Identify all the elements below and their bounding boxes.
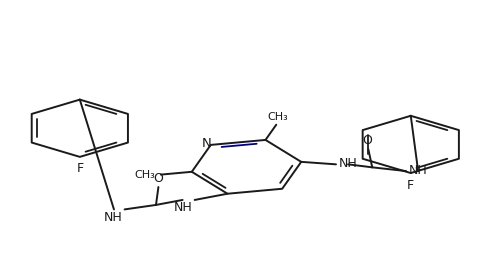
Text: CH₃: CH₃ [134, 170, 155, 180]
Text: F: F [407, 179, 414, 192]
Text: NH: NH [409, 164, 428, 177]
Text: NH: NH [174, 201, 192, 214]
Text: CH₃: CH₃ [268, 112, 288, 122]
Text: NH: NH [104, 211, 122, 224]
Text: O: O [153, 171, 163, 184]
Text: F: F [76, 162, 83, 175]
Text: NH: NH [339, 157, 357, 170]
Text: O: O [362, 134, 372, 147]
Text: N: N [202, 137, 212, 150]
